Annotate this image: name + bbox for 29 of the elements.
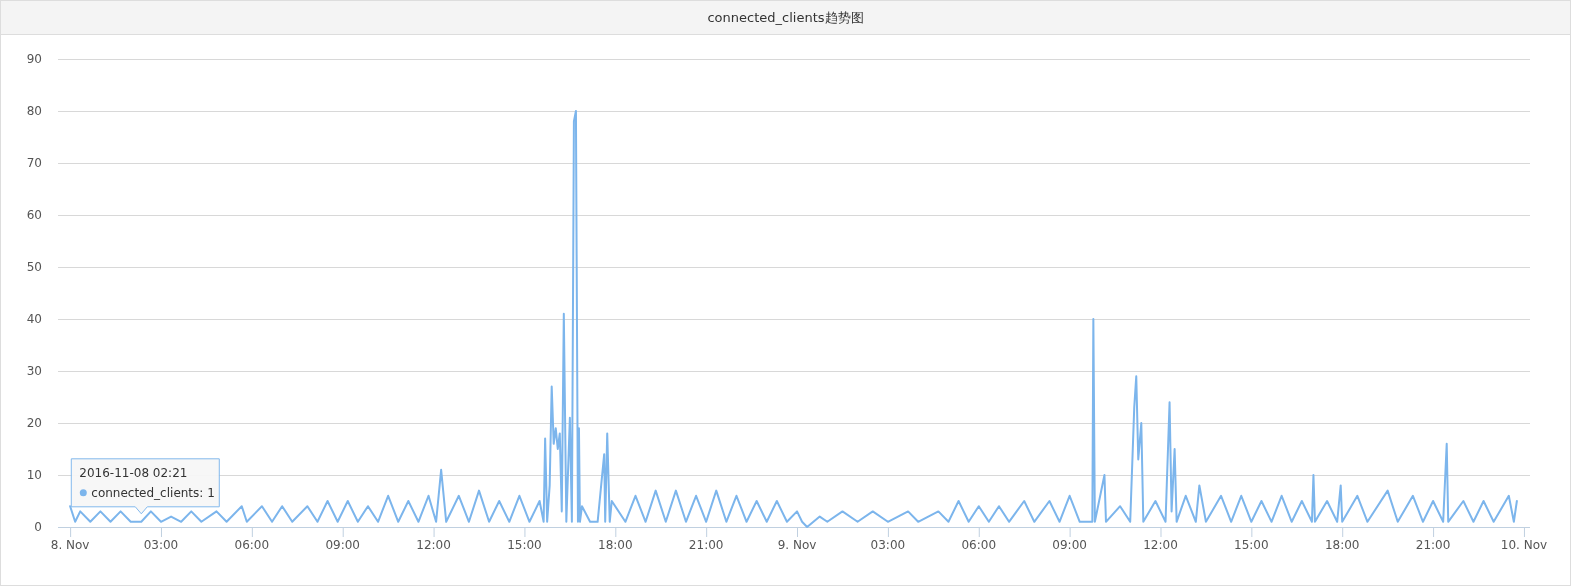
x-tick-label: 21:00 xyxy=(688,538,724,552)
x-tick-label: 18:00 xyxy=(1324,538,1360,552)
chart-title: connected_clients趋势图 xyxy=(707,10,864,25)
y-tick-label: 90 xyxy=(26,52,42,66)
x-tick-label: 03:00 xyxy=(870,538,906,552)
y-tick-label: 0 xyxy=(34,520,42,534)
x-tick-label: 15:00 xyxy=(507,538,542,552)
x-tick-label: 06:00 xyxy=(961,538,997,552)
y-tick-label: 40 xyxy=(26,312,42,326)
x-tick-label: 12:00 xyxy=(416,538,451,552)
x-tick-label: 03:00 xyxy=(143,538,179,552)
y-tick-label: 20 xyxy=(26,416,42,430)
x-tick-label: 06:00 xyxy=(234,538,270,552)
y-tick-label: 70 xyxy=(26,156,42,170)
x-tick-label: 10. Nov xyxy=(1500,538,1548,552)
y-tick-label: 60 xyxy=(26,208,42,222)
x-tick-label: 9. Nov xyxy=(777,538,817,552)
y-tick-label: 30 xyxy=(26,364,42,378)
x-tick-label: 18:00 xyxy=(598,538,633,552)
x-tick-label: 09:00 xyxy=(1052,538,1087,552)
y-tick-label: 10 xyxy=(26,468,42,482)
annotation: 2016-11-08 02:21 connected_clients: 1 xyxy=(79,465,215,500)
x-tick-label: 15:00 xyxy=(1234,538,1269,552)
x-tick-label: 09:00 xyxy=(325,538,360,552)
y-tick-label: 50 xyxy=(26,260,42,274)
y-tick-label: 80 xyxy=(26,104,42,118)
x-tick-label: 8. Nov xyxy=(50,538,90,552)
x-tick-label: 21:00 xyxy=(1415,538,1451,552)
x-tick-label: 12:00 xyxy=(1143,538,1178,552)
